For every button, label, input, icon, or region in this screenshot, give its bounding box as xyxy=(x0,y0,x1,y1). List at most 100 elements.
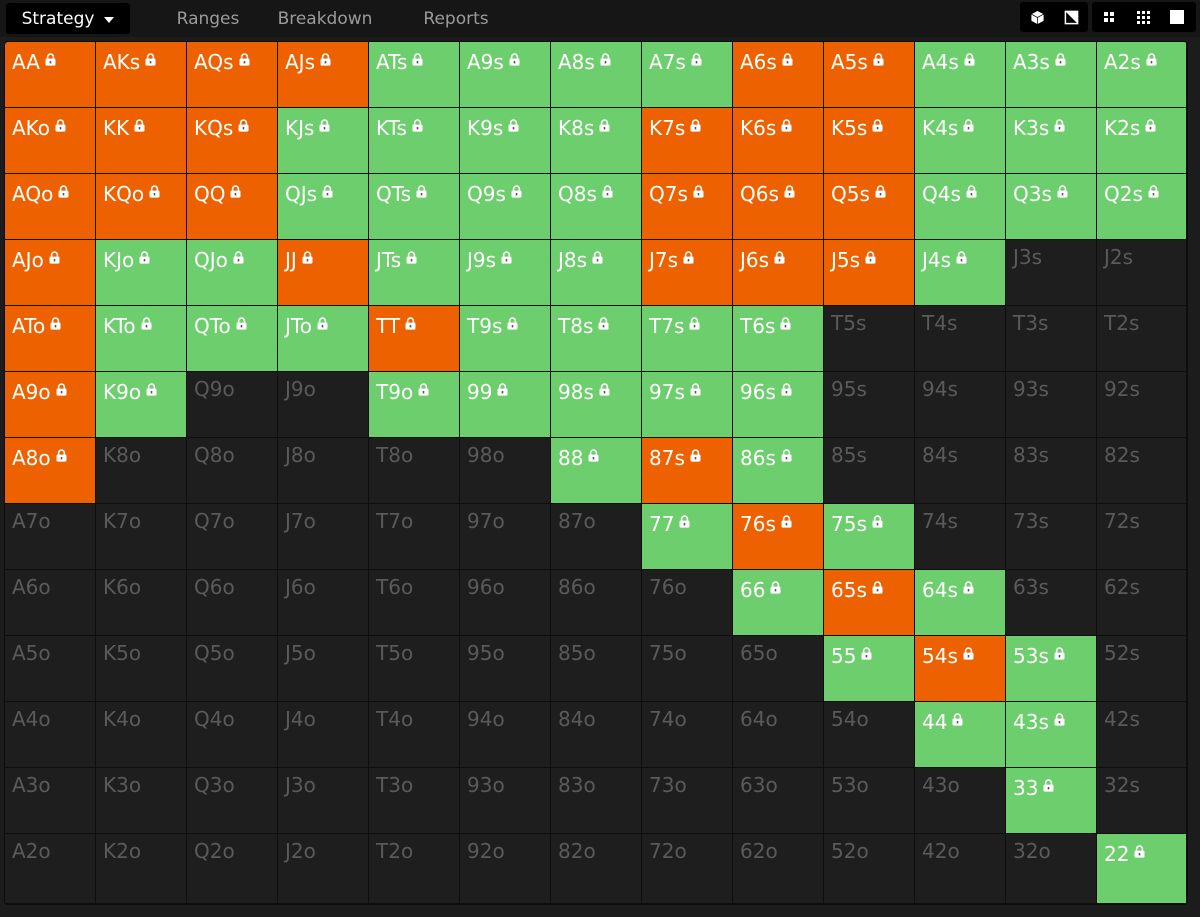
grid-dots-icon[interactable] xyxy=(1126,2,1160,32)
hand-cell-kts[interactable]: KTs xyxy=(369,108,460,174)
hand-cell-j3s[interactable]: J3s xyxy=(1006,240,1097,306)
hand-cell-t9o[interactable]: T9o xyxy=(369,372,460,438)
hand-cell-aks[interactable]: AKs xyxy=(96,42,187,108)
hand-cell-53s[interactable]: 53s xyxy=(1006,636,1097,702)
hand-cell-ako[interactable]: AKo xyxy=(5,108,96,174)
hand-cell-jj[interactable]: JJ xyxy=(278,240,369,306)
compact-layout-icon[interactable] xyxy=(1092,2,1126,32)
hand-cell-kqs[interactable]: KQs xyxy=(187,108,278,174)
hand-cell-j6s[interactable]: J6s xyxy=(733,240,824,306)
hand-cell-t5o[interactable]: T5o xyxy=(369,636,460,702)
hand-cell-33[interactable]: 33 xyxy=(1006,768,1097,834)
hand-cell-j5s[interactable]: J5s xyxy=(824,240,915,306)
hand-cell-q9o[interactable]: Q9o xyxy=(187,372,278,438)
hand-cell-54o[interactable]: 54o xyxy=(824,702,915,768)
hand-cell-73o[interactable]: 73o xyxy=(642,768,733,834)
hand-cell-t4s[interactable]: T4s xyxy=(915,306,1006,372)
hand-cell-62o[interactable]: 62o xyxy=(733,834,824,904)
hand-cell-q2s[interactable]: Q2s xyxy=(1097,174,1187,240)
hand-cell-a4o[interactable]: A4o xyxy=(5,702,96,768)
hand-cell-84s[interactable]: 84s xyxy=(915,438,1006,504)
hand-cell-32o[interactable]: 32o xyxy=(1006,834,1097,904)
hand-cell-k7o[interactable]: K7o xyxy=(96,504,187,570)
hand-cell-a2o[interactable]: A2o xyxy=(5,834,96,904)
hand-cell-a5o[interactable]: A5o xyxy=(5,636,96,702)
hand-cell-96o[interactable]: 96o xyxy=(460,570,551,636)
hand-cell-75o[interactable]: 75o xyxy=(642,636,733,702)
hand-cell-87o[interactable]: 87o xyxy=(551,504,642,570)
hand-cell-aqs[interactable]: AQs xyxy=(187,42,278,108)
hand-cell-j2s[interactable]: J2s xyxy=(1097,240,1187,306)
hand-cell-72s[interactable]: 72s xyxy=(1097,504,1187,570)
hand-cell-93s[interactable]: 93s xyxy=(1006,372,1097,438)
hand-cell-43s[interactable]: 43s xyxy=(1006,702,1097,768)
hand-cell-64o[interactable]: 64o xyxy=(733,702,824,768)
tab-ranges[interactable]: Ranges xyxy=(162,3,254,34)
hand-cell-k5s[interactable]: K5s xyxy=(824,108,915,174)
hand-cell-j7o[interactable]: J7o xyxy=(278,504,369,570)
full-square-icon[interactable] xyxy=(1160,2,1194,32)
hand-cell-jts[interactable]: JTs xyxy=(369,240,460,306)
hand-cell-t8s[interactable]: T8s xyxy=(551,306,642,372)
hand-cell-qts[interactable]: QTs xyxy=(369,174,460,240)
hand-cell-95s[interactable]: 95s xyxy=(824,372,915,438)
hand-cell-kk[interactable]: KK xyxy=(96,108,187,174)
tab-reports[interactable]: Reports xyxy=(410,3,502,34)
hand-cell-a3o[interactable]: A3o xyxy=(5,768,96,834)
hand-cell-q5s[interactable]: Q5s xyxy=(824,174,915,240)
tab-breakdown[interactable]: Breakdown xyxy=(270,3,380,34)
hand-cell-a4s[interactable]: A4s xyxy=(915,42,1006,108)
hand-cell-42s[interactable]: 42s xyxy=(1097,702,1187,768)
hand-cell-qjs[interactable]: QJs xyxy=(278,174,369,240)
hand-cell-aa[interactable]: AA xyxy=(5,42,96,108)
hand-cell-98s[interactable]: 98s xyxy=(551,372,642,438)
hand-cell-k6s[interactable]: K6s xyxy=(733,108,824,174)
hand-cell-q4s[interactable]: Q4s xyxy=(915,174,1006,240)
hand-cell-44[interactable]: 44 xyxy=(915,702,1006,768)
hand-cell-j5o[interactable]: J5o xyxy=(278,636,369,702)
hand-cell-ajo[interactable]: AJo xyxy=(5,240,96,306)
hand-cell-t7s[interactable]: T7s xyxy=(642,306,733,372)
hand-cell-83s[interactable]: 83s xyxy=(1006,438,1097,504)
hand-cell-qto[interactable]: QTo xyxy=(187,306,278,372)
hand-cell-99[interactable]: 99 xyxy=(460,372,551,438)
hand-cell-86s[interactable]: 86s xyxy=(733,438,824,504)
hand-cell-q7s[interactable]: Q7s xyxy=(642,174,733,240)
hand-cell-97o[interactable]: 97o xyxy=(460,504,551,570)
hand-cell-j3o[interactable]: J3o xyxy=(278,768,369,834)
hand-cell-83o[interactable]: 83o xyxy=(551,768,642,834)
hand-cell-qjo[interactable]: QJo xyxy=(187,240,278,306)
hand-cell-kto[interactable]: KTo xyxy=(96,306,187,372)
hand-cell-t5s[interactable]: T5s xyxy=(824,306,915,372)
hand-cell-93o[interactable]: 93o xyxy=(460,768,551,834)
hand-cell-q8s[interactable]: Q8s xyxy=(551,174,642,240)
hand-cell-k4o[interactable]: K4o xyxy=(96,702,187,768)
hand-cell-kjo[interactable]: KJo xyxy=(96,240,187,306)
half-square-icon[interactable] xyxy=(1054,2,1088,32)
hand-cell-j6o[interactable]: J6o xyxy=(278,570,369,636)
hand-cell-t2o[interactable]: T2o xyxy=(369,834,460,904)
hand-cell-t4o[interactable]: T4o xyxy=(369,702,460,768)
hand-cell-64s[interactable]: 64s xyxy=(915,570,1006,636)
hand-cell-74o[interactable]: 74o xyxy=(642,702,733,768)
hand-cell-k2o[interactable]: K2o xyxy=(96,834,187,904)
hand-cell-84o[interactable]: 84o xyxy=(551,702,642,768)
hand-cell-j2o[interactable]: J2o xyxy=(278,834,369,904)
hand-cell-j4o[interactable]: J4o xyxy=(278,702,369,768)
hand-cell-76s[interactable]: 76s xyxy=(733,504,824,570)
hand-cell-86o[interactable]: 86o xyxy=(551,570,642,636)
hand-cell-52s[interactable]: 52s xyxy=(1097,636,1187,702)
hand-cell-96s[interactable]: 96s xyxy=(733,372,824,438)
hand-cell-j9s[interactable]: J9s xyxy=(460,240,551,306)
hand-cell-a8o[interactable]: A8o xyxy=(5,438,96,504)
hand-cell-52o[interactable]: 52o xyxy=(824,834,915,904)
hand-cell-q2o[interactable]: Q2o xyxy=(187,834,278,904)
hand-cell-aqo[interactable]: AQo xyxy=(5,174,96,240)
hand-cell-95o[interactable]: 95o xyxy=(460,636,551,702)
hand-cell-q6s[interactable]: Q6s xyxy=(733,174,824,240)
hand-cell-65s[interactable]: 65s xyxy=(824,570,915,636)
hand-cell-qq[interactable]: QQ xyxy=(187,174,278,240)
hand-cell-k9s[interactable]: K9s xyxy=(460,108,551,174)
hand-cell-55[interactable]: 55 xyxy=(824,636,915,702)
hand-cell-82s[interactable]: 82s xyxy=(1097,438,1187,504)
